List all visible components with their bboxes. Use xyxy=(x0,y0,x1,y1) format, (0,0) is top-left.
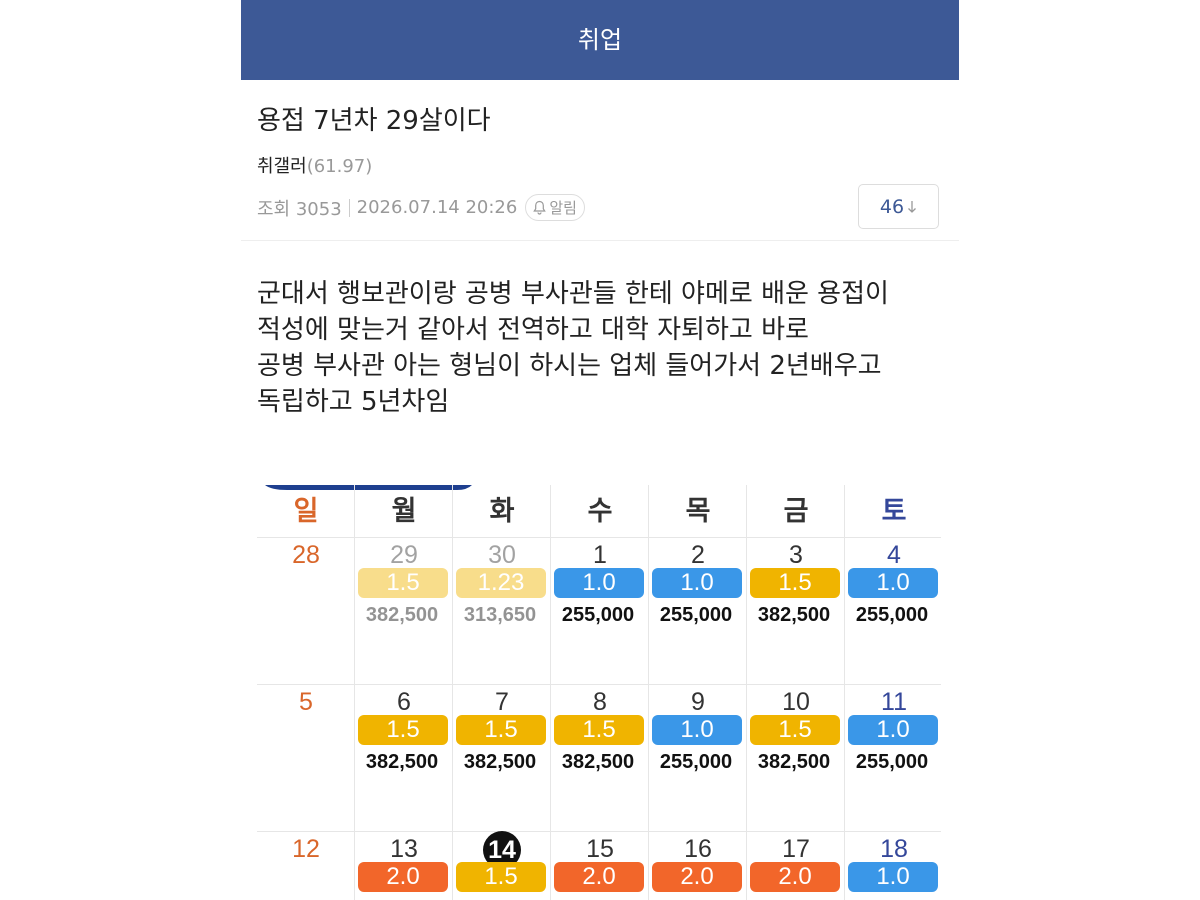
column-line xyxy=(844,485,845,900)
column-line xyxy=(550,485,551,900)
day-number: 1 xyxy=(593,541,607,569)
calendar-image: 일 월 화 수 목 금 토 28 29 1.5 382,500 30 1.23 313,650 1 1.0 25… xyxy=(257,485,941,900)
bell-icon xyxy=(533,200,547,215)
date: 2026.07.14 20:26 xyxy=(356,197,518,218)
column-line xyxy=(648,485,649,900)
divider xyxy=(241,240,959,241)
column-line xyxy=(452,485,453,900)
views: 조회 3053 xyxy=(257,198,342,220)
weekday-label: 일 xyxy=(293,496,319,526)
body-line: 적성에 맞는거 같아서 전역하고 대학 자퇴하고 바로 xyxy=(257,315,809,345)
day-number: 28 xyxy=(292,541,320,569)
rate-pill: 1.5 xyxy=(456,715,546,745)
comment-count[interactable]: 46 xyxy=(879,195,905,218)
day-number: 29 xyxy=(390,541,418,569)
pay: 382,500 xyxy=(365,751,439,773)
row-line xyxy=(257,537,941,538)
day-number: 9 xyxy=(691,688,705,716)
rate-pill: 1.5 xyxy=(358,568,448,598)
rate-pill: 1.0 xyxy=(848,862,938,892)
day-number: 4 xyxy=(887,541,901,569)
day-number: 12 xyxy=(292,835,320,863)
weekday-label: 수 xyxy=(587,496,613,526)
author[interactable]: 취갤러(61.97) xyxy=(257,152,372,178)
pay: 255,000 xyxy=(561,604,635,626)
rate-pill: 2.0 xyxy=(652,862,742,892)
weekday-label: 토 xyxy=(881,496,907,526)
author-name[interactable]: 취갤러 xyxy=(257,156,307,177)
rate-pill: 2.0 xyxy=(750,862,840,892)
day-number: 8 xyxy=(593,688,607,716)
day-number: 5 xyxy=(299,688,313,716)
row-line xyxy=(257,684,941,685)
rate-pill: 1.5 xyxy=(750,715,840,745)
author-ip: (61.97) xyxy=(306,156,373,177)
day-number: 3 xyxy=(789,541,803,569)
pay: 382,500 xyxy=(365,604,439,626)
day-number: 16 xyxy=(684,835,712,863)
pay: 313,650 xyxy=(463,604,537,626)
rate-pill: 1.0 xyxy=(848,715,938,745)
body-line: 독립하고 5년차임 xyxy=(257,387,450,417)
day-number: 7 xyxy=(495,688,509,716)
post-title: 용접 7년차 29살이다 xyxy=(257,106,491,136)
rate-pill: 1.0 xyxy=(848,568,938,598)
tab-indicator xyxy=(265,485,472,490)
pay: 382,500 xyxy=(757,604,831,626)
pay: 255,000 xyxy=(659,604,733,626)
weekday-label: 금 xyxy=(783,496,809,526)
pay: 255,000 xyxy=(855,751,929,773)
day-number: 18 xyxy=(880,835,908,863)
pay: 255,000 xyxy=(855,604,929,626)
weekday-label: 화 xyxy=(489,496,515,526)
rate-pill: 2.0 xyxy=(554,862,644,892)
rate-pill: 1.0 xyxy=(652,568,742,598)
rate-pill: 1.23 xyxy=(456,568,546,598)
rate-pill: 1.5 xyxy=(456,862,546,892)
day-number: 17 xyxy=(782,835,810,863)
weekday-label: 목 xyxy=(685,496,711,526)
header-bar: 취업 xyxy=(241,0,959,80)
rate-pill: 1.0 xyxy=(652,715,742,745)
column-line xyxy=(354,485,355,900)
body-line: 공병 부사관 아는 형님이 하시는 업체 들어가서 2년배우고 xyxy=(257,351,882,381)
rate-pill: 1.5 xyxy=(750,568,840,598)
weekday-label: 월 xyxy=(391,496,417,526)
day-number: 10 xyxy=(782,688,810,716)
pay: 382,500 xyxy=(561,751,635,773)
post-meta: 조회 3053 2026.07.14 20:26 알림 xyxy=(257,194,585,221)
rate-pill: 2.0 xyxy=(358,862,448,892)
separator xyxy=(348,198,350,217)
column-line xyxy=(746,485,747,900)
body-line: 군대서 행보관이랑 공병 부사관들 한테 야메로 배운 용접이 xyxy=(257,279,889,309)
day-number: 2 xyxy=(691,541,705,569)
pay: 382,500 xyxy=(757,751,831,773)
alarm-button[interactable]: 알림 xyxy=(525,194,585,221)
alarm-label[interactable]: 알림 xyxy=(549,199,577,217)
rate-pill: 1.5 xyxy=(358,715,448,745)
rate-pill: 1.0 xyxy=(554,568,644,598)
comment-button[interactable]: 46 xyxy=(858,184,939,229)
day-number: 13 xyxy=(390,835,418,863)
day-number: 11 xyxy=(881,688,907,716)
down-arrow xyxy=(908,200,917,213)
day-number: 6 xyxy=(397,688,411,716)
pay: 382,500 xyxy=(463,751,537,773)
day-number: 15 xyxy=(586,835,614,863)
day-number: 30 xyxy=(488,541,516,569)
rate-pill: 1.5 xyxy=(554,715,644,745)
row-line xyxy=(257,831,941,832)
pay: 255,000 xyxy=(659,751,733,773)
